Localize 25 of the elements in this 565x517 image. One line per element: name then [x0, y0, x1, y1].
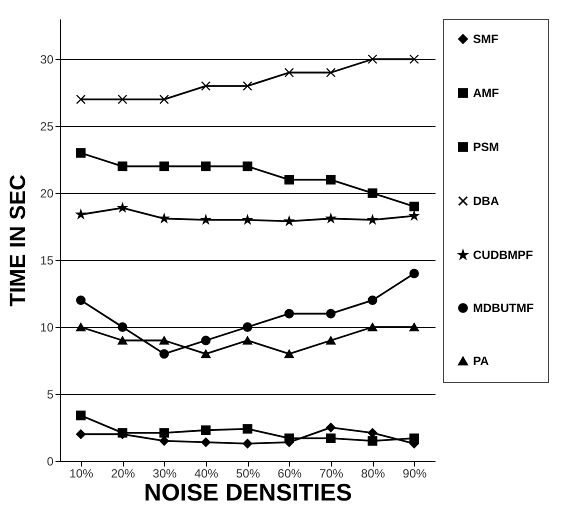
- legend-label: PA: [473, 354, 490, 368]
- y-tick-label: 15: [40, 254, 54, 268]
- x-tick-label: 60%: [278, 466, 302, 480]
- x-tick-label: 40%: [194, 466, 219, 480]
- x-tick-label: 10%: [69, 466, 94, 480]
- y-tick-label: 25: [40, 120, 54, 134]
- legend-label: AMF: [473, 86, 499, 100]
- legend-label: DBA: [473, 194, 500, 208]
- x-tick-label: 90%: [402, 466, 427, 480]
- legend-label: MDBUTMF: [473, 301, 534, 315]
- legend-label: CUDBMPF: [473, 248, 533, 262]
- x-tick-label: 20%: [110, 466, 136, 480]
- x-tick-label: 80%: [360, 466, 386, 480]
- x-tick-label: 30%: [152, 466, 177, 480]
- y-tick-label: 0: [46, 454, 54, 468]
- y-tick-label: 20: [40, 186, 54, 201]
- y-tick-label: 10: [40, 320, 54, 335]
- x-tick-label: 50%: [236, 466, 260, 480]
- x-axis-title: NOISE DENSITIES: [144, 480, 352, 506]
- y-tick-label: 5: [46, 388, 54, 402]
- y-tick-label: 30: [40, 52, 54, 67]
- y-axis-title: TIME IN SEC: [5, 174, 30, 307]
- x-tick-label: 70%: [319, 466, 344, 480]
- legend-label: SMF: [473, 32, 498, 46]
- legend-label: PSM: [473, 140, 500, 154]
